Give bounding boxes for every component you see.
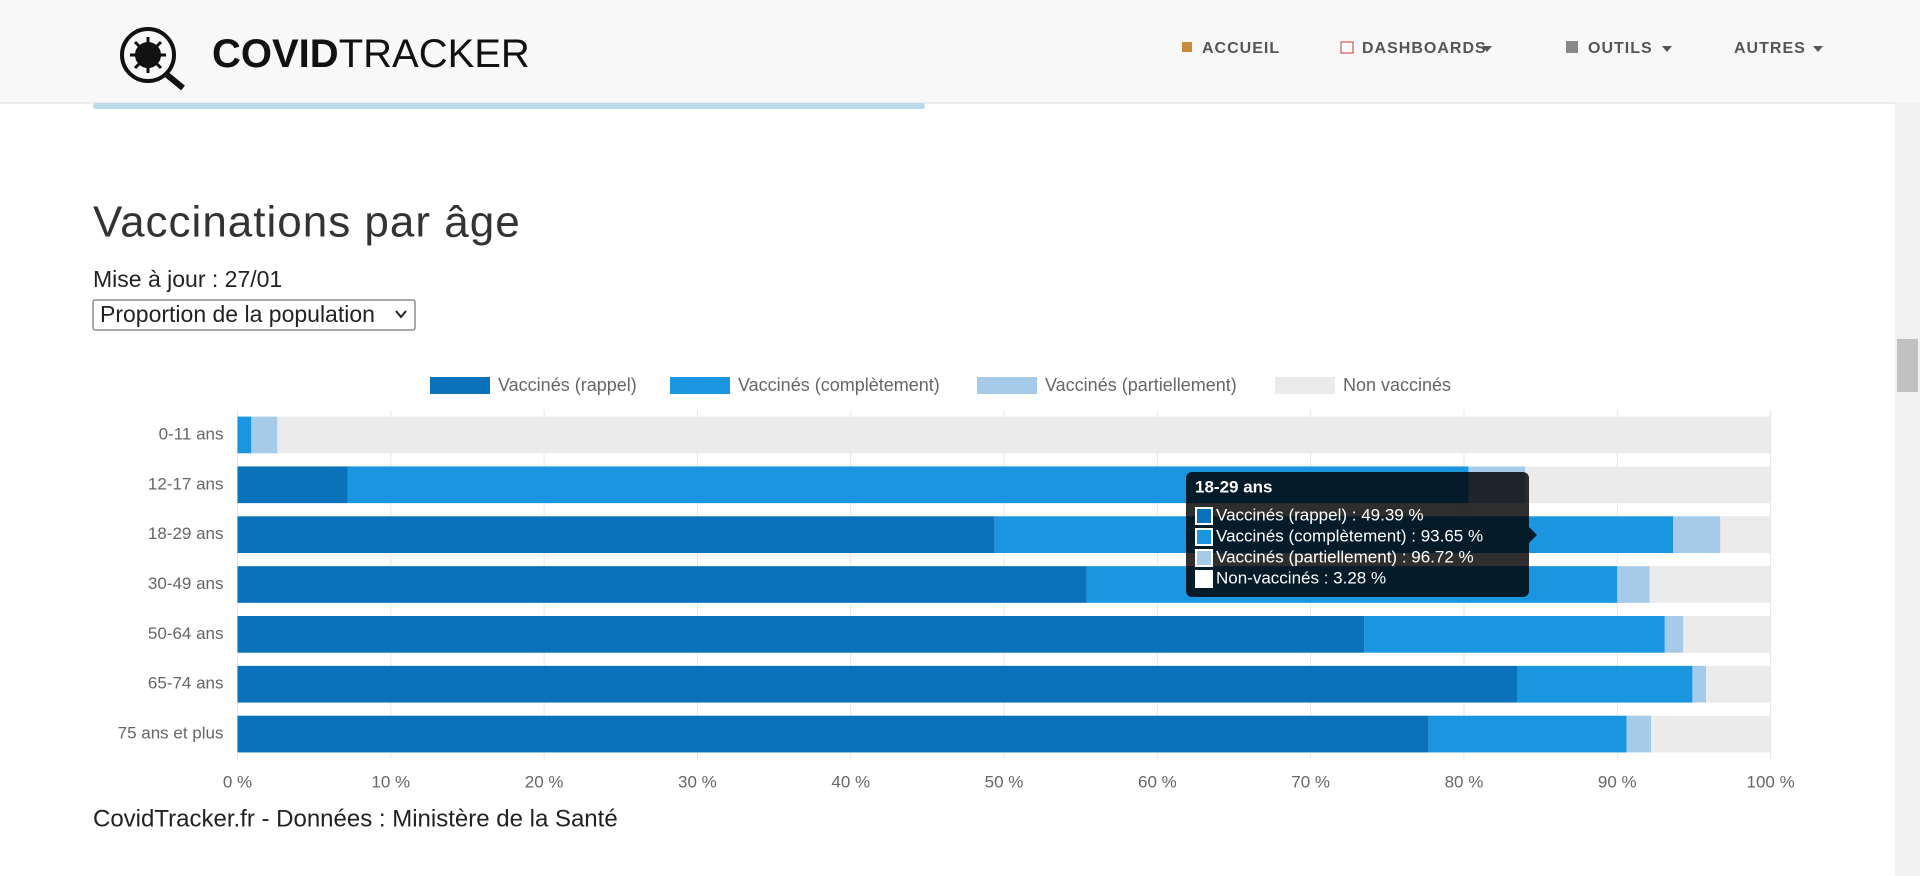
x-tick-label: 80 % — [1445, 772, 1484, 791]
y-tick-label: 12-17 ans — [148, 474, 224, 493]
tools-icon — [1566, 41, 1578, 53]
y-tick-label: 50-64 ans — [148, 624, 224, 643]
bar-segment — [1364, 616, 1665, 653]
legend-label: Vaccinés (rappel) — [498, 375, 637, 395]
tooltip-line: Vaccinés (complètement) : 93.65 % — [1216, 526, 1483, 545]
caret — [1813, 46, 1823, 52]
x-tick-label: 0 % — [223, 772, 252, 791]
bar-segment — [1706, 665, 1771, 703]
brand-light: TRACKER — [339, 32, 530, 76]
chart-icon — [1340, 41, 1354, 54]
legend-swatch — [430, 377, 490, 394]
y-tick-label: 30-49 ans — [148, 574, 224, 593]
home-icon — [1182, 42, 1192, 52]
select-value: Proportion de la population — [100, 301, 375, 327]
x-tick-label: 60 % — [1138, 772, 1177, 791]
tooltip-arrow — [1529, 527, 1537, 543]
legend-label: Non vaccinés — [1343, 375, 1451, 395]
tooltip-line: Vaccinés (partiellement) : 96.72 % — [1216, 547, 1474, 566]
legend-swatch — [1275, 377, 1335, 394]
bar-segment — [277, 416, 1771, 454]
select[interactable] — [92, 299, 416, 331]
caret — [1662, 46, 1672, 52]
brand-bold: COVID — [212, 32, 339, 76]
bar-segment — [237, 616, 1365, 653]
logo — [120, 27, 185, 91]
bar-segment — [1720, 516, 1771, 553]
info-box-edge — [93, 103, 925, 109]
legend-label: Vaccinés (partiellement) — [1045, 375, 1237, 395]
tooltip-swatch — [1195, 528, 1213, 546]
bar-segment — [1664, 616, 1684, 653]
tooltip: 18-29 ans Vaccinés (rappel) : 49.39 % Vacc… — [1186, 472, 1537, 597]
bar-segment — [1649, 566, 1771, 603]
tooltip-line: Vaccinés (rappel) : 49.39 % — [1216, 505, 1424, 524]
section-title: Vaccinations par âge — [93, 198, 521, 247]
x-tick-label: 10 % — [371, 772, 410, 791]
nav-link[interactable]: AUTRES — [1734, 40, 1806, 57]
source: CovidTracker.fr - Données : Ministère de… — [93, 805, 618, 832]
nav-link[interactable]: DASHBOARDS — [1362, 40, 1487, 57]
x-tick-label: 70 % — [1291, 772, 1330, 791]
bar-segment — [237, 466, 348, 504]
tooltip-line: Non-vaccinés : 3.28 % — [1216, 568, 1386, 587]
bar-segment — [1683, 616, 1771, 653]
bar-segment — [237, 516, 995, 553]
bar-segment — [1626, 715, 1652, 753]
y-tick-label: 0-11 ans — [159, 424, 224, 443]
nav-link[interactable]: OUTILS — [1588, 40, 1653, 57]
updated: Mise à jour : 27/01 — [93, 266, 282, 292]
x-tick-label: 90 % — [1598, 772, 1637, 791]
x-tick-label: 30 % — [678, 772, 717, 791]
tooltip-swatch — [1195, 549, 1213, 567]
bar-segment — [237, 566, 1087, 603]
x-tick-label: 40 % — [831, 772, 870, 791]
bar-segment — [237, 715, 1429, 753]
bar-segment — [1525, 466, 1771, 504]
bar-segment — [1673, 516, 1721, 553]
legend-label: Vaccinés (complètement) — [738, 375, 940, 395]
navbar — [0, 0, 1920, 103]
nav-link[interactable]: ACCUEIL — [1202, 40, 1280, 57]
x-tick-label: 20 % — [525, 772, 564, 791]
bar-segment — [1428, 715, 1627, 753]
scrollbar-thumb[interactable] — [1897, 339, 1918, 392]
y-tick-label: 65-74 ans — [148, 674, 224, 693]
scrollbar — [1895, 103, 1920, 876]
y-tick-label: 18-29 ans — [148, 524, 224, 543]
bar-segment — [237, 665, 1518, 703]
caret — [1482, 46, 1492, 52]
legend-swatch — [670, 377, 730, 394]
x-tick-label: 100 % — [1746, 772, 1794, 791]
bar-segment — [1617, 566, 1650, 603]
select-arrow — [395, 310, 407, 319]
bar-segment — [1692, 665, 1707, 703]
tooltip-swatch — [1195, 570, 1213, 588]
bar-segment — [1517, 665, 1693, 703]
bar-segment — [251, 416, 278, 454]
tooltip-title: 18-29 ans — [1195, 477, 1273, 496]
tooltip-swatch — [1195, 507, 1213, 525]
bar-segment — [1651, 715, 1771, 753]
y-tick-label: 75 ans et plus — [118, 724, 224, 743]
legend-swatch — [977, 377, 1037, 394]
tooltip-box — [1186, 472, 1529, 597]
x-tick-label: 50 % — [985, 772, 1024, 791]
brand[interactable]: COVIDTRACKER — [212, 32, 530, 76]
chart: 0 % 10 % 20 % 30 % 40 % 50 % 60 % 70 % 80 % 90 % 1… — [118, 375, 1795, 792]
bar-segment — [237, 416, 252, 454]
